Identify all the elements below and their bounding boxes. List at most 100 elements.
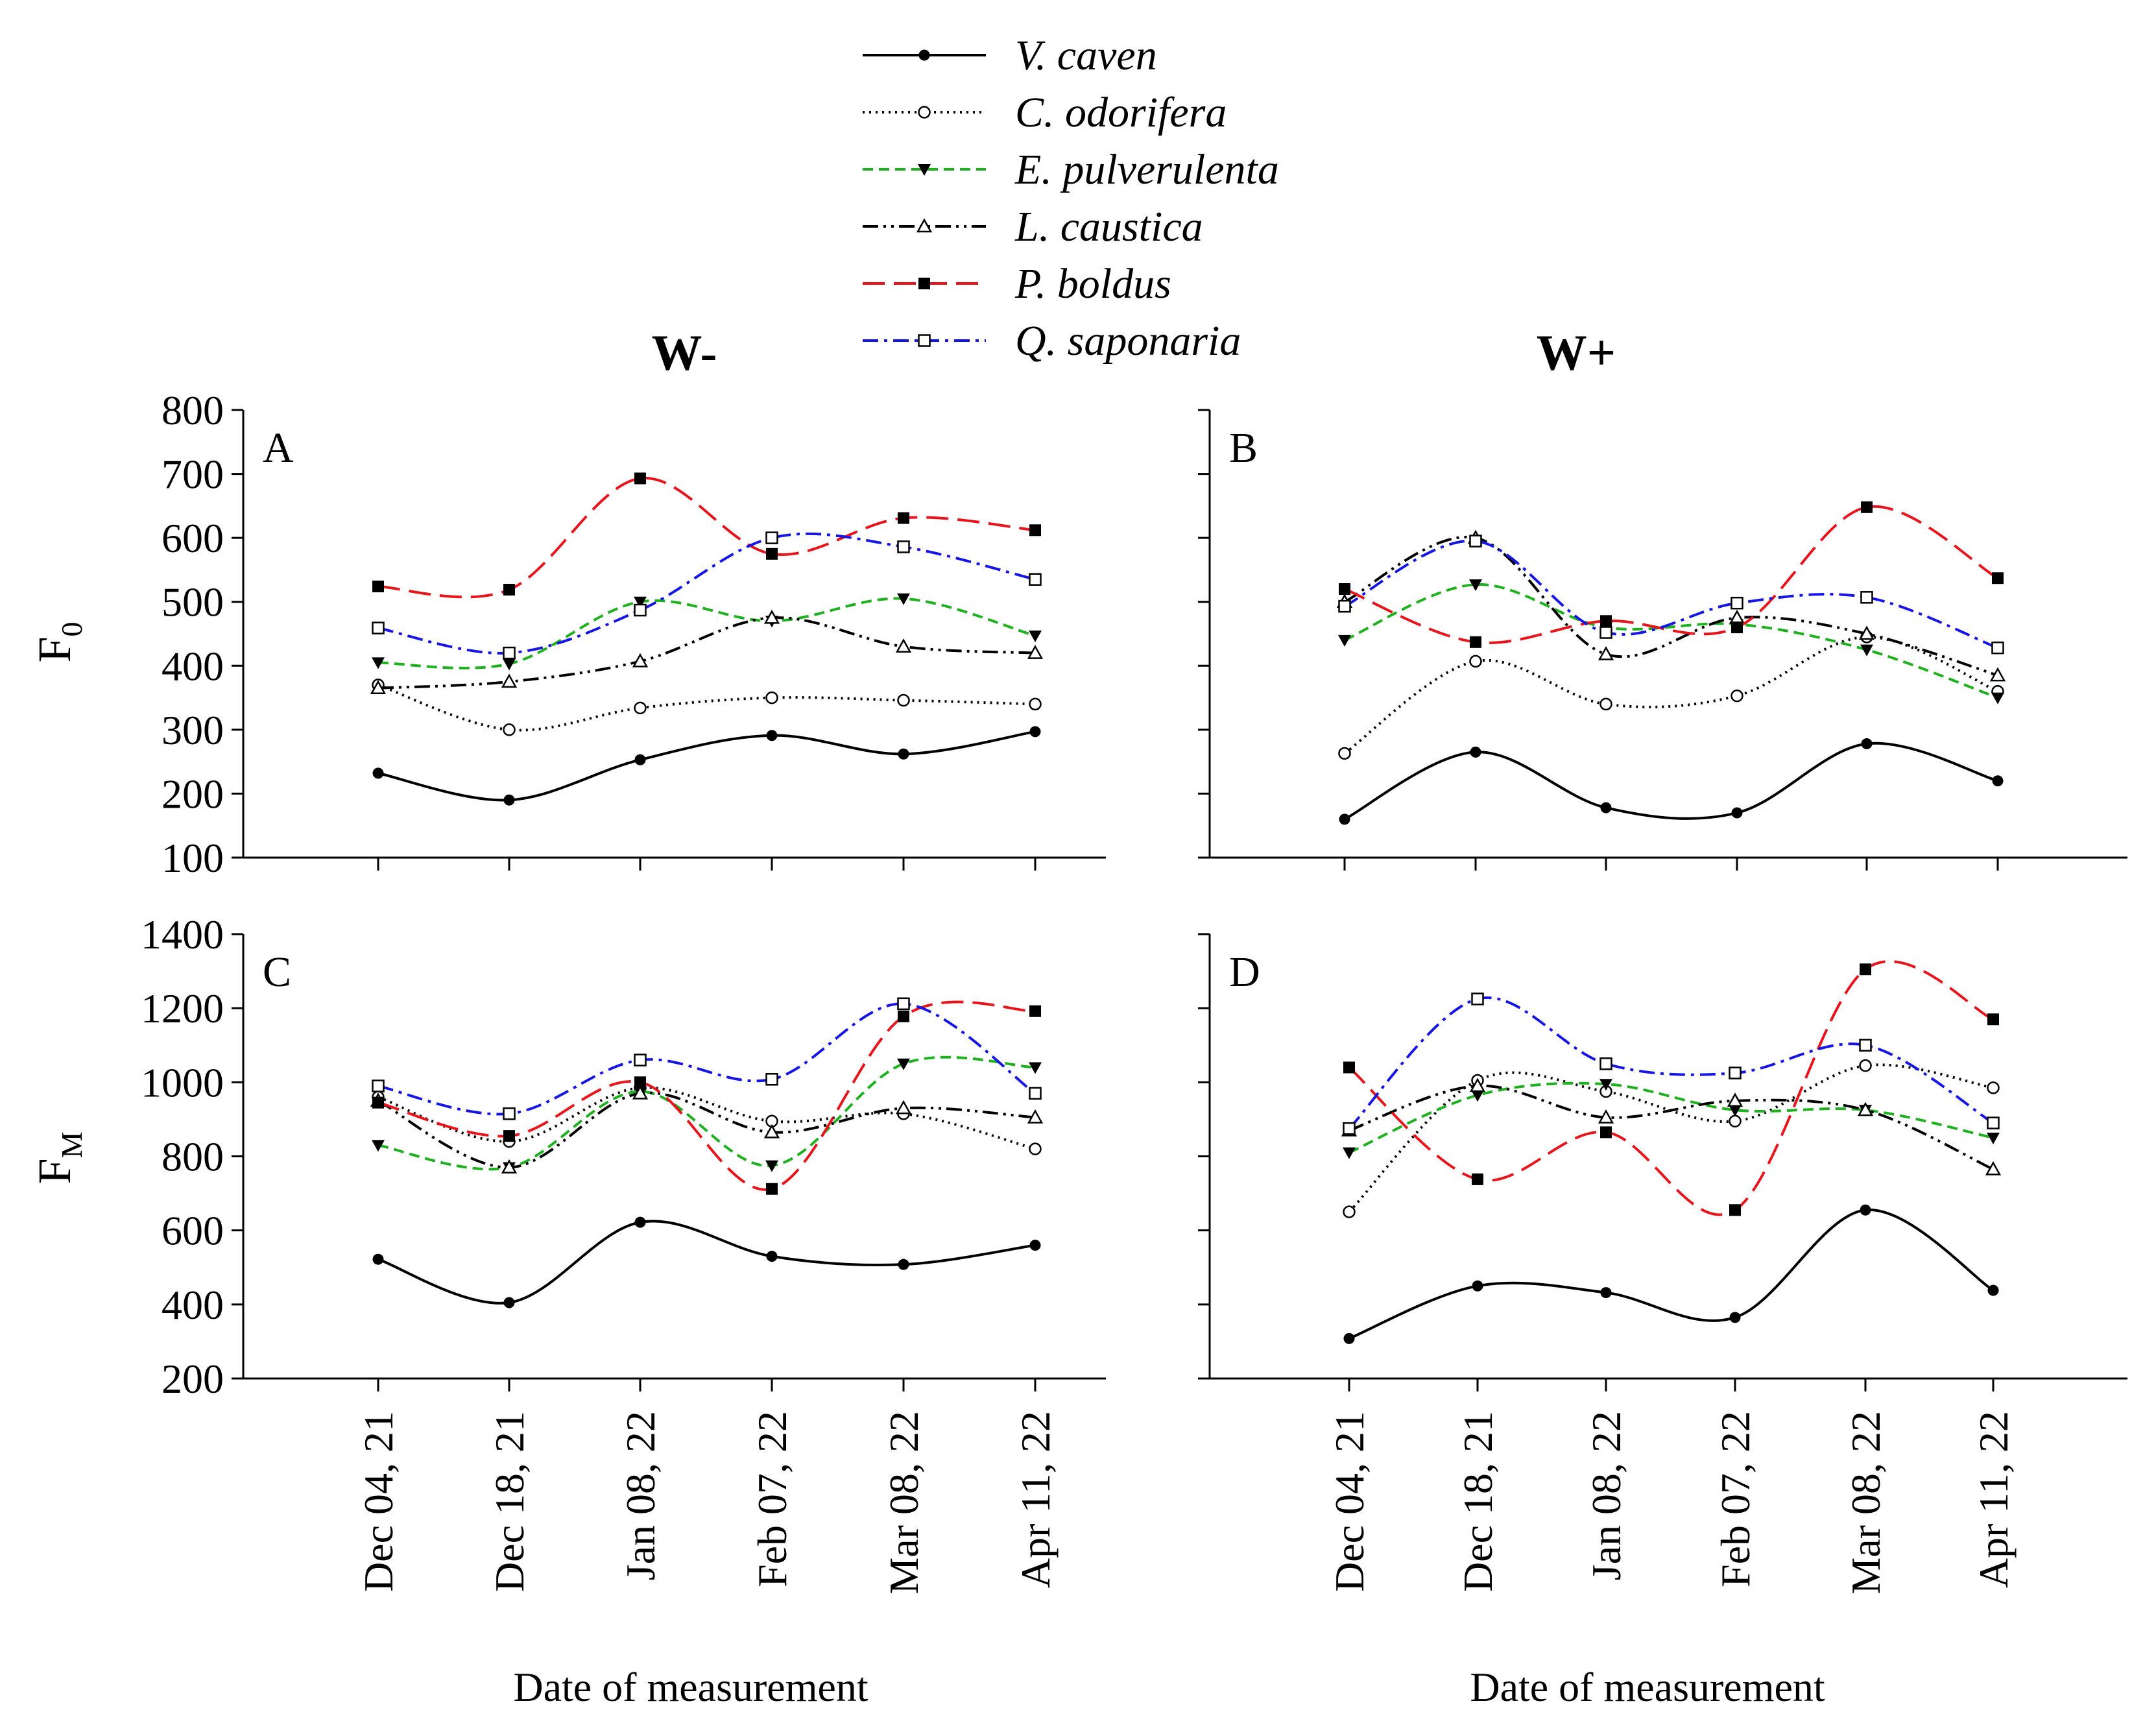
point-d-l-caustica-2 [1598,1109,1614,1124]
series-line-a-p-boldus [377,477,1036,599]
series-line-d-e-pulverulenta [1348,1081,1994,1154]
x-tick-label-d-0: Dec 04, 21 [1326,1411,1372,1592]
point-d-e-pulverulenta-0 [1343,1147,1356,1159]
series-line-d-l-caustica [1348,1085,1994,1171]
point-a-c-odorifera-5 [1029,697,1042,711]
panel-letter-d: D [1229,948,1260,996]
y-tick-label-a-200: 200 [162,771,224,817]
point-d-c-odorifera-5 [1987,1081,2000,1094]
point-d-l-caustica-4 [1857,1102,1874,1116]
point-b-q-saponaria-1 [1469,535,1482,548]
series-d-p-boldus [1343,960,1999,1216]
point-b-q-saponaria-3 [1731,596,1743,610]
legend-label-p-boldus: P. boldus [1014,260,1171,307]
series-c-q-saponaria [372,997,1042,1120]
point-a-c-odorifera-3 [765,691,778,704]
point-b-l-caustica-4 [1858,625,1875,640]
series-line-b-l-caustica [1344,535,1998,677]
legend: V. caven C. odorifera E. pulverulenta L. ca… [863,32,1279,365]
series-d-e-pulverulenta [1343,1079,2000,1159]
point-d-q-saponaria-4 [1859,1039,1872,1052]
point-d-v-caven-4 [1860,1204,1871,1216]
series-c-e-pulverulenta [372,1055,1042,1174]
point-a-q-saponaria-3 [765,531,778,544]
y-tick-label-a-100: 100 [162,835,224,881]
x-tick-label-d-5: Apr 11, 22 [1970,1411,2017,1588]
point-a-l-caustica-3 [763,609,780,624]
point-b-v-caven-2 [1600,802,1612,813]
point-c-p-boldus-4 [898,1010,909,1022]
point-d-q-saponaria-2 [1599,1057,1612,1070]
legend-item-l-caustica: L. caustica [863,203,1203,250]
series-line-c-e-pulverulenta [377,1055,1036,1171]
point-c-e-pulverulenta-5 [1029,1062,1042,1074]
point-c-l-caustica-3 [763,1124,780,1138]
column-title-left: W- [651,324,717,381]
point-a-q-saponaria-0 [372,621,385,634]
point-b-q-saponaria-2 [1599,626,1612,639]
series-line-a-c-odorifera [377,683,1036,732]
legend-marker-q-saponaria [918,334,931,347]
point-d-c-odorifera-4 [1859,1059,1872,1072]
point-b-q-saponaria-5 [1991,641,2004,655]
series-line-b-c-odorifera [1343,635,1998,754]
point-d-q-saponaria-3 [1729,1066,1742,1079]
point-a-l-caustica-1 [501,673,518,688]
panel-letter-a: A [263,424,294,472]
series-line-b-e-pulverulenta [1344,583,1998,699]
series-a-q-saponaria [372,531,1042,660]
y-tick-label-a-600: 600 [162,515,224,561]
point-b-l-caustica-5 [1989,667,2006,682]
series-a-e-pulverulenta [372,593,1042,671]
point-b-e-pulverulenta-0 [1338,634,1351,647]
point-b-v-caven-5 [1992,775,2004,787]
legend-marker-e-pulverulenta [918,164,931,176]
point-a-e-pulverulenta-1 [503,658,516,671]
point-d-c-odorifera-3 [1729,1114,1742,1128]
panel-letter-b: B [1229,424,1258,472]
point-c-v-caven-1 [503,1297,515,1308]
point-c-c-odorifera-5 [1029,1142,1042,1155]
point-c-e-pulverulenta-3 [765,1160,778,1172]
y-tick-label-a-300: 300 [162,707,224,753]
point-a-p-boldus-2 [634,472,646,485]
point-b-q-saponaria-0 [1338,599,1351,613]
legend-item-q-saponaria: Q. saponaria [863,317,1241,365]
panel-c: 200 400 600 800 1000 1200 1400 Dec 04, 21 Dec 18… [141,911,1106,1595]
legend-item-e-pulverulenta: E. pulverulenta [863,146,1279,193]
point-d-v-caven-1 [1472,1280,1483,1292]
series-a-v-caven [372,726,1041,806]
point-c-v-caven-3 [766,1251,778,1262]
x-axis-label-left: Date of measurement [513,1664,868,1710]
series-line-a-l-caustica [377,616,1036,690]
series-c-l-caustica [370,1085,1044,1174]
point-c-q-saponaria-1 [503,1107,516,1120]
y-axis-label-fm-sub: M [55,1132,88,1159]
point-a-e-pulverulenta-2 [634,596,647,608]
point-d-q-saponaria-0 [1343,1122,1356,1135]
point-b-p-boldus-3 [1731,621,1743,634]
series-b-c-odorifera [1338,631,2004,760]
column-title-right: W+ [1537,324,1616,381]
series-line-d-q-saponaria [1348,996,1994,1130]
point-a-v-caven-1 [503,794,515,806]
point-d-l-caustica-5 [1985,1161,2002,1175]
point-a-q-saponaria-5 [1029,573,1042,586]
point-a-p-boldus-5 [1029,524,1041,536]
y-tick-label-c-1000: 1000 [141,1059,224,1105]
y-axis-label-f0-sub: 0 [55,621,88,636]
point-d-e-pulverulenta-2 [1599,1079,1612,1091]
point-a-e-pulverulenta-5 [1029,630,1042,642]
point-d-p-boldus-4 [1860,963,1871,976]
panel-b: B [1198,409,2127,871]
point-b-q-saponaria-4 [1860,591,1873,604]
legend-label-q-saponaria: Q. saponaria [1015,317,1241,365]
legend-item-c-odorifera: C. odorifera [863,89,1227,136]
point-c-v-caven-4 [898,1258,909,1270]
series-d-c-odorifera [1343,1059,2000,1218]
point-a-l-caustica-0 [370,680,387,695]
point-c-p-boldus-1 [503,1130,515,1142]
point-a-l-caustica-4 [895,638,912,653]
point-d-q-saponaria-1 [1471,993,1484,1005]
series-line-c-v-caven [377,1220,1036,1305]
